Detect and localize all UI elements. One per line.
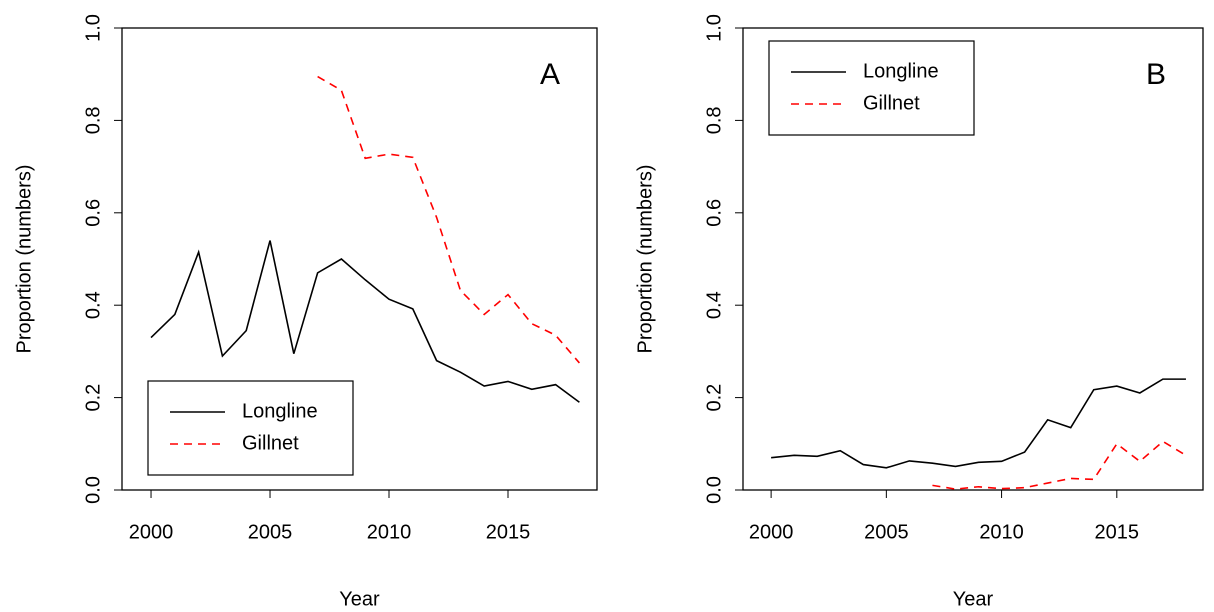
x-tick-label: 2000 [749,521,794,543]
x-tick-label: 2000 [129,521,174,543]
y-tick-label: 1.0 [82,14,104,42]
x-tick-label: 2015 [1095,521,1140,543]
legend-box [768,40,975,136]
y-tick-label: 0.4 [82,291,104,319]
y-tick-label: 0.0 [82,476,104,504]
y-tick-label: 0.2 [82,384,104,412]
x-tick-label: 2010 [367,521,412,543]
series-line [150,240,580,403]
x-axis-label: Year [339,588,380,610]
x-tick-label: 2005 [864,521,909,543]
series-line [771,378,1186,469]
y-tick-label: 1.0 [703,14,725,42]
y-tick-label: 0.0 [703,476,725,504]
y-tick-label: 0.8 [82,106,104,134]
panel-label: B [1146,58,1166,91]
series-line [317,75,580,364]
legend-label: Gillnet [242,432,299,454]
legend-label: Longline [242,400,318,422]
y-axis-label: Proportion (numbers) [13,165,35,354]
y-tick-label: 0.4 [703,291,725,319]
y-tick-label: 0.8 [703,106,725,134]
y-axis-label: Proportion (numbers) [634,165,656,354]
x-tick-label: 2010 [979,521,1024,543]
series-line [932,440,1187,490]
y-tick-label: 0.2 [703,384,725,412]
x-tick-label: 2005 [248,521,293,543]
legend-label: Gillnet [863,92,920,114]
y-tick-label: 0.6 [82,199,104,227]
legend-label: Longline [863,60,939,82]
legend-box [147,380,354,476]
x-axis-label: Year [953,588,994,610]
x-tick-label: 2015 [486,521,531,543]
y-tick-label: 0.6 [703,199,725,227]
panel-label: A [540,58,560,91]
